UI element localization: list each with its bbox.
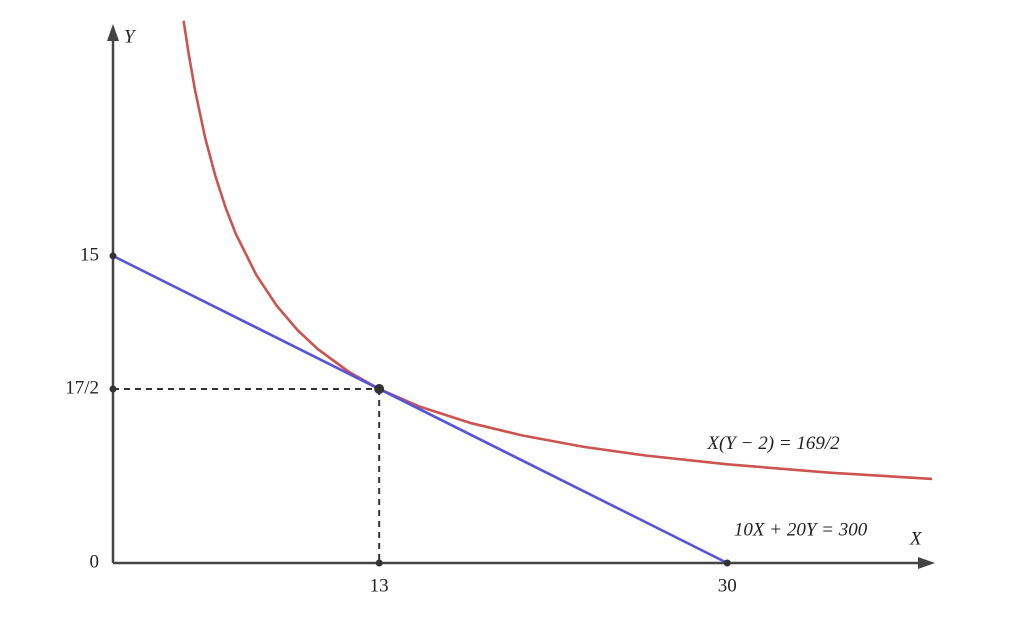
x-axis-arrow bbox=[918, 557, 935, 569]
y-tick-label: 0 bbox=[90, 551, 100, 572]
x-tick-label: 13 bbox=[370, 575, 389, 596]
y-axis-arrow bbox=[107, 24, 119, 41]
series-line bbox=[113, 254, 728, 564]
y-tick-label: 15 bbox=[80, 244, 99, 265]
x-axis-label: X bbox=[909, 528, 923, 549]
y-tick bbox=[109, 385, 117, 393]
x-tick-label: 30 bbox=[718, 575, 737, 596]
series-label: X(Y − 2) = 169/2 bbox=[706, 433, 840, 454]
tangent-point bbox=[374, 383, 385, 394]
x-tick bbox=[723, 559, 731, 567]
series-line bbox=[182, 20, 933, 481]
y-tick-label: 17/2 bbox=[65, 377, 99, 398]
y-tick bbox=[109, 252, 117, 260]
y-axis-label: Y bbox=[124, 26, 137, 47]
series-label: 10X + 20Y = 300 bbox=[734, 519, 868, 540]
x-tick bbox=[375, 559, 383, 567]
